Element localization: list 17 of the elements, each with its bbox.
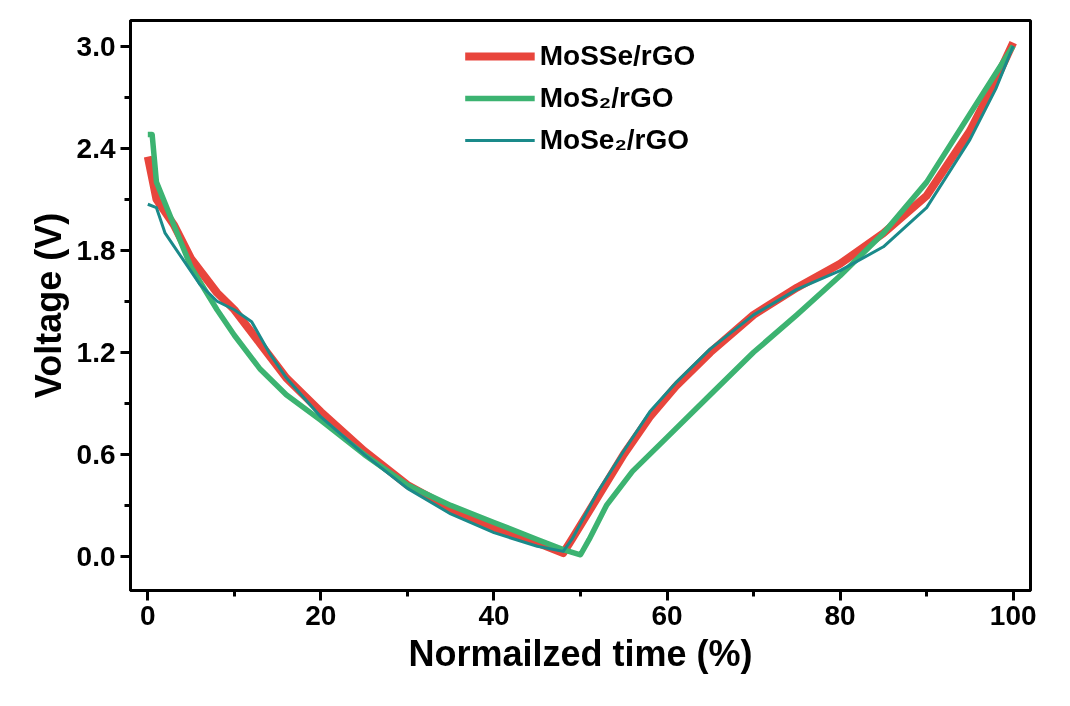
y-tick-label: 3.0 bbox=[76, 30, 116, 62]
x-tick-label: 60 bbox=[651, 599, 683, 631]
y-tick-label: 1.2 bbox=[76, 336, 116, 368]
y-tick-label: 0.6 bbox=[76, 438, 116, 470]
x-tick-label: 100 bbox=[989, 599, 1037, 631]
x-tick-label: 20 bbox=[305, 599, 337, 631]
y-tick-label: 2.4 bbox=[76, 132, 116, 164]
legend-label: MoS₂/rGO bbox=[539, 82, 674, 114]
y-tick-label: 0.0 bbox=[76, 540, 116, 572]
legend-label: MoSSe/rGO bbox=[539, 40, 696, 72]
x-tick-label: 80 bbox=[824, 599, 856, 631]
x-axis-title: Normailzed time (%) bbox=[408, 632, 753, 674]
legend-label: MoSe₂/rGO bbox=[539, 124, 690, 156]
x-tick-label: 0 bbox=[140, 599, 156, 631]
y-tick-label: 1.8 bbox=[76, 234, 116, 266]
y-axis-title: Voltage (V) bbox=[27, 212, 69, 399]
x-tick-label: 40 bbox=[478, 599, 510, 631]
